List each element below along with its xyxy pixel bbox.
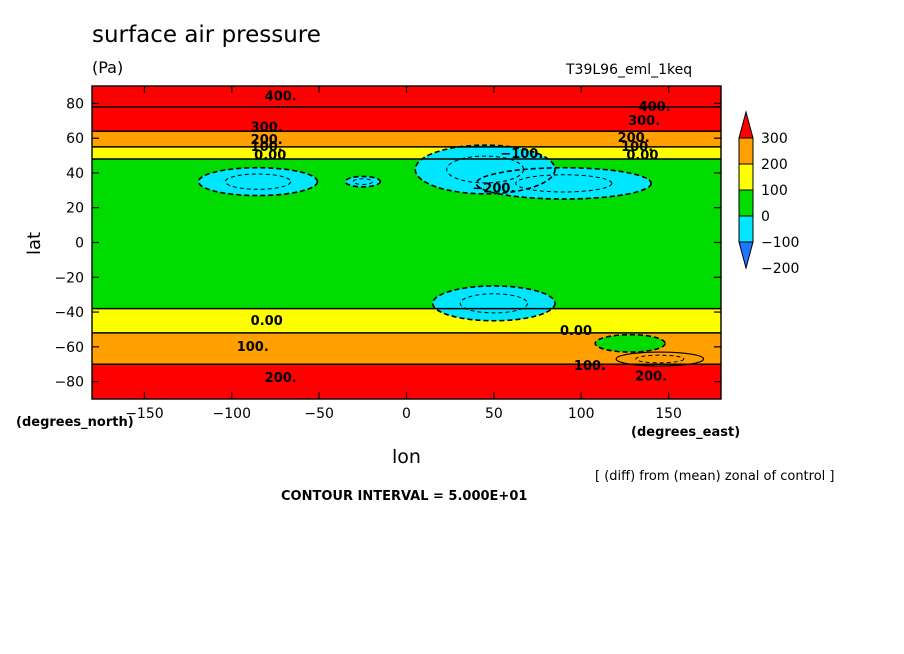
anomaly-region xyxy=(616,352,704,366)
zonal-band xyxy=(92,86,721,107)
y-axis-ticks: −80 −60 −40 −20 0 20 40 60 80 xyxy=(54,96,721,391)
y-tick-label: 60 xyxy=(66,131,84,147)
y-tick-label: −20 xyxy=(54,270,84,286)
contour-label: 100. xyxy=(237,340,269,355)
x-axis-label: lon xyxy=(392,446,421,468)
contour-label: 100. xyxy=(251,140,283,155)
contour-label: 200. xyxy=(635,369,667,384)
contour-label: 0.00 xyxy=(254,149,286,164)
anomaly-contour xyxy=(431,285,556,322)
anomaly-region xyxy=(198,167,318,196)
anomaly-contour xyxy=(594,333,666,353)
y-tick-label: 20 xyxy=(66,201,84,217)
x-tick-label: 150 xyxy=(655,406,682,422)
contour-labels: 400.400.300. 300.200. 200.100. 100.0.00 0.00… xyxy=(237,89,671,386)
colorbar-box xyxy=(738,163,754,191)
x-tick-label: −100 xyxy=(213,406,251,422)
colorbar-box xyxy=(738,137,754,165)
y-tick-label: −60 xyxy=(54,340,84,356)
pressure-field xyxy=(92,86,721,399)
run-label: T39L96_eml_1keq xyxy=(566,62,693,78)
anomaly-contour-inner xyxy=(352,178,373,186)
colorbar-label: 200 xyxy=(761,157,788,173)
contour-label: 200. xyxy=(618,131,650,146)
contour-label: 200. xyxy=(265,371,297,386)
anomaly-contour xyxy=(344,175,382,188)
contour-label: 400. xyxy=(265,89,297,104)
y-tick-label: 0 xyxy=(75,236,84,252)
anomaly-contour xyxy=(414,144,556,195)
anomaly-region xyxy=(345,176,381,187)
colorbar-box xyxy=(738,189,754,217)
anomaly-contour-inner xyxy=(515,174,613,193)
anomaly-region xyxy=(595,334,666,353)
anomaly-contour xyxy=(197,166,319,197)
colorbar-label: −200 xyxy=(761,261,799,277)
zonal-band xyxy=(92,106,721,132)
diff-note: [ (diff) from (mean) zonal of control ] xyxy=(595,469,835,484)
chart-title: surface air pressure xyxy=(92,22,321,48)
contour-label: 0.00 xyxy=(251,314,283,329)
y-unit-label: (degrees_north) xyxy=(16,415,134,430)
zonal-band xyxy=(92,131,721,147)
x-tick-label: 50 xyxy=(485,406,503,422)
colorbar-box xyxy=(738,215,754,243)
contour-interval: CONTOUR INTERVAL = 5.000E+01 xyxy=(281,489,528,504)
contour-label: −200. xyxy=(472,182,515,197)
contour-label: 0.00 xyxy=(560,324,592,339)
colorbar-label: 0 xyxy=(761,209,770,225)
contour-lines xyxy=(92,106,721,367)
x-unit-label: (degrees_east) xyxy=(631,425,741,440)
y-tick-label: −80 xyxy=(54,375,84,391)
x-tick-label: −150 xyxy=(125,406,163,422)
contour-label: −100. xyxy=(500,147,543,162)
contour-label: 400. xyxy=(639,100,671,115)
contour-label: 0.00 xyxy=(626,149,658,164)
x-tick-label: 0 xyxy=(402,406,411,422)
colorbar-label: 300 xyxy=(761,131,788,147)
anomaly-contour xyxy=(475,166,652,200)
colorbar-bottom-arrow xyxy=(738,241,754,270)
y-tick-label: 40 xyxy=(66,166,84,182)
y-tick-label: −40 xyxy=(54,305,84,321)
y-tick-label: 80 xyxy=(66,96,84,112)
x-axis-ticks: −150 −100 −50 0 50 100 150 xyxy=(125,86,682,422)
contour-label: 100. xyxy=(574,359,606,374)
zonal-band xyxy=(92,308,721,333)
units-label: (Pa) xyxy=(92,58,124,77)
contour-label: 100. xyxy=(621,140,653,155)
anomaly-region xyxy=(432,285,556,321)
colorbar-label: 100 xyxy=(761,183,788,199)
contour-label: 300. xyxy=(251,121,283,136)
anomaly-contour-inner xyxy=(224,173,292,190)
anomaly-contour-inner xyxy=(635,354,685,364)
contour-label: 200. xyxy=(251,133,283,148)
contour-label: 300. xyxy=(628,114,660,129)
x-tick-label: −50 xyxy=(304,406,334,422)
colorbar: 300 200 100 0 −100 −200 xyxy=(738,110,799,277)
anomaly-contour xyxy=(615,351,705,367)
colorbar-label: −100 xyxy=(761,235,799,251)
colorbar-top-arrow xyxy=(738,110,754,139)
anomaly-contour-inner xyxy=(459,293,528,314)
zonal-band xyxy=(92,146,721,160)
x-tick-label: 100 xyxy=(568,406,595,422)
